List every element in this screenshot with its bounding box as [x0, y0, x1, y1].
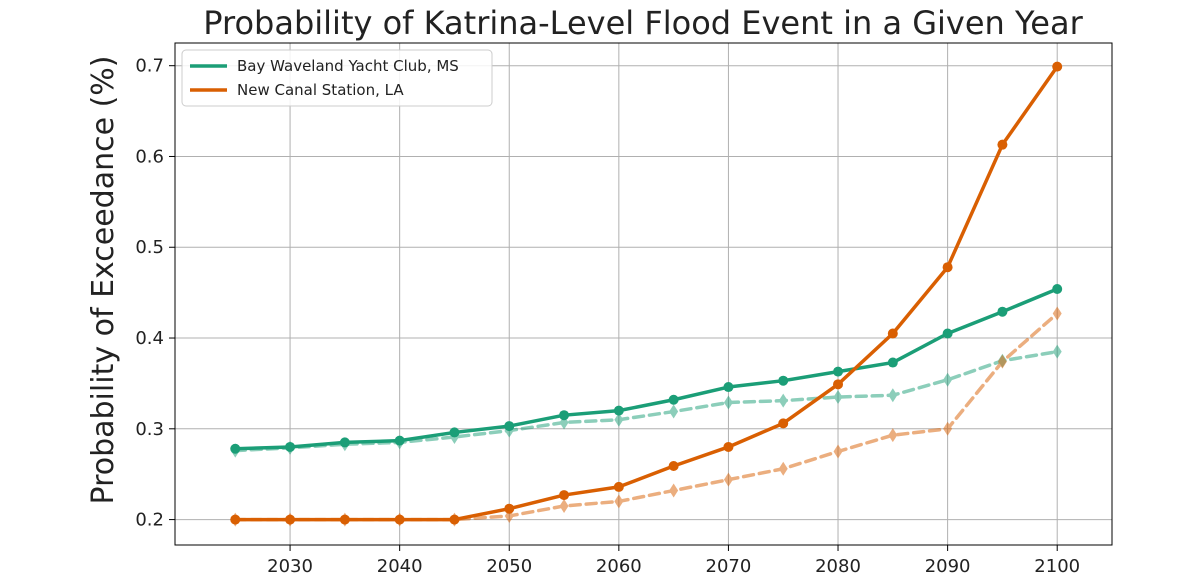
data-point	[833, 366, 844, 377]
data-point	[943, 372, 953, 387]
legend-box	[181, 49, 493, 107]
data-point	[778, 393, 788, 408]
data-point	[997, 139, 1008, 150]
data-point	[1052, 344, 1062, 359]
x-tick-label: 2050	[486, 556, 532, 577]
y-axis-label: Probability of Exceedance (%)	[86, 55, 121, 504]
data-point	[230, 443, 241, 454]
data-point	[614, 412, 624, 427]
data-point	[339, 514, 350, 525]
data-point	[285, 441, 296, 452]
data-point	[394, 514, 405, 525]
data-point	[559, 410, 570, 421]
data-point	[669, 483, 679, 498]
data-point	[614, 494, 624, 509]
data-point	[888, 428, 898, 443]
data-point	[778, 418, 789, 429]
legend-label: New Canal Station, LA	[237, 81, 404, 99]
data-point	[613, 405, 624, 416]
data-point	[887, 357, 898, 368]
x-tick-label: 2040	[377, 556, 423, 577]
data-point	[285, 514, 296, 525]
data-point	[723, 441, 734, 452]
y-tick-label: 0.7	[135, 56, 164, 77]
data-point	[943, 421, 953, 436]
x-tick-label: 2060	[596, 556, 642, 577]
data-point	[559, 498, 569, 513]
data-point	[888, 388, 898, 403]
x-tick-label: 2030	[267, 556, 313, 577]
data-point	[778, 375, 789, 386]
data-point	[449, 514, 460, 525]
series-0	[230, 284, 1063, 454]
series-line	[233, 287, 1059, 451]
data-point	[997, 354, 1007, 369]
chart-title: Probability of Katrina-Level Flood Event…	[203, 4, 1083, 42]
plot-area: 2030 2040 2050 2060 2070 2080 2090 2100 0.2 0.3 0.…	[135, 42, 1113, 577]
data-point	[833, 390, 843, 405]
plot-frame	[174, 42, 1113, 546]
series-1	[230, 61, 1063, 525]
y-tick-label: 0.6	[135, 146, 164, 167]
data-point	[887, 328, 898, 339]
data-point	[833, 379, 844, 390]
data-point	[669, 404, 679, 419]
y-tick-label: 0.5	[135, 237, 164, 258]
data-point	[1052, 284, 1063, 295]
data-point	[230, 514, 241, 525]
data-point	[394, 435, 405, 446]
data-point	[504, 503, 515, 514]
x-tick-label: 2090	[925, 556, 971, 577]
legend-label: Bay Waveland Yacht Club, MS	[237, 57, 459, 75]
data-point	[339, 437, 350, 448]
data-point	[723, 382, 734, 393]
data-point	[778, 461, 788, 476]
data-point	[504, 421, 515, 432]
data-point	[942, 262, 953, 273]
data-point	[833, 444, 843, 459]
data-point	[723, 472, 733, 487]
data-point	[997, 306, 1008, 317]
x-tick-label: 2080	[815, 556, 861, 577]
y-tick-label: 0.4	[135, 328, 164, 349]
x-tick-label: 2100	[1034, 556, 1080, 577]
data-point	[668, 394, 679, 405]
legend: Bay Waveland Yacht Club, MS New Canal Sta…	[181, 49, 493, 107]
series-line	[233, 64, 1059, 522]
data-point	[613, 481, 624, 492]
series-line	[233, 349, 1059, 453]
y-tick-label: 0.2	[135, 510, 164, 531]
data-point	[559, 490, 570, 501]
data-point	[668, 461, 679, 472]
data-point	[449, 427, 460, 438]
series-line	[233, 311, 1059, 522]
y-tick-label: 0.3	[135, 419, 164, 440]
data-point	[1052, 306, 1062, 321]
data-point	[723, 395, 733, 410]
data-point	[1052, 61, 1063, 72]
data-point	[942, 328, 953, 339]
x-tick-label: 2070	[706, 556, 752, 577]
